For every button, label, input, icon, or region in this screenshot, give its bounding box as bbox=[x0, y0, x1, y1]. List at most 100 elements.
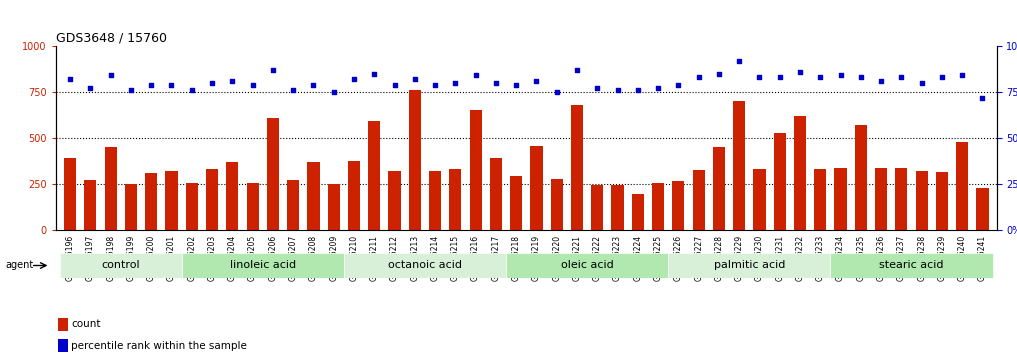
Bar bbox=[733, 101, 745, 230]
Bar bbox=[936, 172, 948, 230]
Point bbox=[670, 82, 686, 87]
Point bbox=[164, 82, 180, 87]
Point bbox=[224, 78, 240, 84]
Bar bbox=[64, 158, 76, 230]
Bar bbox=[672, 181, 684, 230]
Text: percentile rank within the sample: percentile rank within the sample bbox=[71, 341, 247, 350]
Bar bbox=[206, 169, 218, 230]
Point bbox=[184, 87, 200, 93]
Point bbox=[305, 82, 321, 87]
Text: count: count bbox=[71, 319, 101, 329]
Bar bbox=[266, 118, 279, 230]
Bar bbox=[226, 162, 238, 230]
Point bbox=[772, 74, 788, 80]
Point bbox=[285, 87, 301, 93]
Point bbox=[143, 82, 160, 87]
FancyBboxPatch shape bbox=[182, 253, 344, 278]
Point bbox=[569, 67, 585, 73]
Bar bbox=[348, 161, 360, 230]
Text: stearic acid: stearic acid bbox=[880, 261, 944, 270]
Bar bbox=[530, 146, 542, 230]
Point bbox=[974, 95, 991, 101]
Bar bbox=[976, 188, 989, 230]
Bar bbox=[794, 116, 806, 230]
Bar bbox=[511, 176, 523, 230]
Bar bbox=[632, 194, 644, 230]
Point bbox=[813, 74, 829, 80]
Bar bbox=[915, 171, 928, 230]
Point bbox=[954, 73, 970, 78]
Point bbox=[62, 76, 78, 82]
Bar bbox=[774, 132, 786, 230]
Bar bbox=[571, 105, 583, 230]
Bar bbox=[591, 185, 603, 230]
Bar bbox=[84, 181, 97, 230]
Bar bbox=[956, 142, 968, 230]
Bar bbox=[450, 169, 462, 230]
Text: palmitic acid: palmitic acid bbox=[714, 261, 785, 270]
Bar bbox=[125, 184, 137, 230]
Point bbox=[548, 89, 564, 95]
Bar bbox=[875, 167, 887, 230]
Bar bbox=[145, 173, 158, 230]
FancyBboxPatch shape bbox=[506, 253, 668, 278]
Point bbox=[508, 82, 525, 87]
Text: agent: agent bbox=[6, 261, 34, 270]
Point bbox=[913, 80, 930, 86]
FancyBboxPatch shape bbox=[668, 253, 831, 278]
Bar bbox=[895, 167, 907, 230]
Point bbox=[609, 87, 625, 93]
FancyBboxPatch shape bbox=[60, 253, 182, 278]
Bar bbox=[246, 183, 258, 230]
Bar bbox=[59, 318, 68, 331]
Bar bbox=[815, 169, 827, 230]
Bar bbox=[611, 185, 623, 230]
Bar bbox=[327, 184, 340, 230]
Bar bbox=[105, 147, 117, 230]
Bar bbox=[166, 171, 178, 230]
Bar bbox=[854, 125, 866, 230]
Bar bbox=[368, 121, 380, 230]
Text: linoleic acid: linoleic acid bbox=[230, 261, 296, 270]
Point bbox=[447, 80, 464, 86]
Point bbox=[650, 86, 666, 91]
Point bbox=[873, 78, 889, 84]
Text: GDS3648 / 15760: GDS3648 / 15760 bbox=[56, 32, 167, 45]
Bar bbox=[490, 158, 502, 230]
Point bbox=[711, 71, 727, 76]
Point bbox=[103, 73, 119, 78]
Point bbox=[468, 73, 484, 78]
Point bbox=[204, 80, 221, 86]
Point bbox=[427, 82, 443, 87]
Bar bbox=[429, 171, 441, 230]
Point bbox=[792, 69, 809, 75]
FancyBboxPatch shape bbox=[344, 253, 506, 278]
Point bbox=[528, 78, 544, 84]
Point bbox=[630, 87, 646, 93]
Bar bbox=[59, 339, 68, 352]
Point bbox=[407, 76, 423, 82]
Bar bbox=[470, 110, 482, 230]
Point bbox=[934, 74, 950, 80]
Bar bbox=[388, 171, 401, 230]
Point bbox=[346, 76, 362, 82]
Text: oleic acid: oleic acid bbox=[560, 261, 613, 270]
Point bbox=[264, 67, 281, 73]
Bar bbox=[186, 183, 198, 230]
Text: control: control bbox=[102, 261, 140, 270]
Bar bbox=[307, 162, 319, 230]
Point bbox=[832, 73, 848, 78]
Bar bbox=[693, 170, 705, 230]
Point bbox=[366, 71, 382, 76]
Point bbox=[691, 74, 707, 80]
Point bbox=[82, 86, 99, 91]
FancyBboxPatch shape bbox=[831, 253, 993, 278]
Point bbox=[488, 80, 504, 86]
Text: octanoic acid: octanoic acid bbox=[387, 261, 462, 270]
Bar bbox=[713, 147, 725, 230]
Bar bbox=[754, 169, 766, 230]
Bar bbox=[550, 179, 562, 230]
Bar bbox=[409, 90, 421, 230]
Point bbox=[123, 87, 139, 93]
Point bbox=[244, 82, 260, 87]
